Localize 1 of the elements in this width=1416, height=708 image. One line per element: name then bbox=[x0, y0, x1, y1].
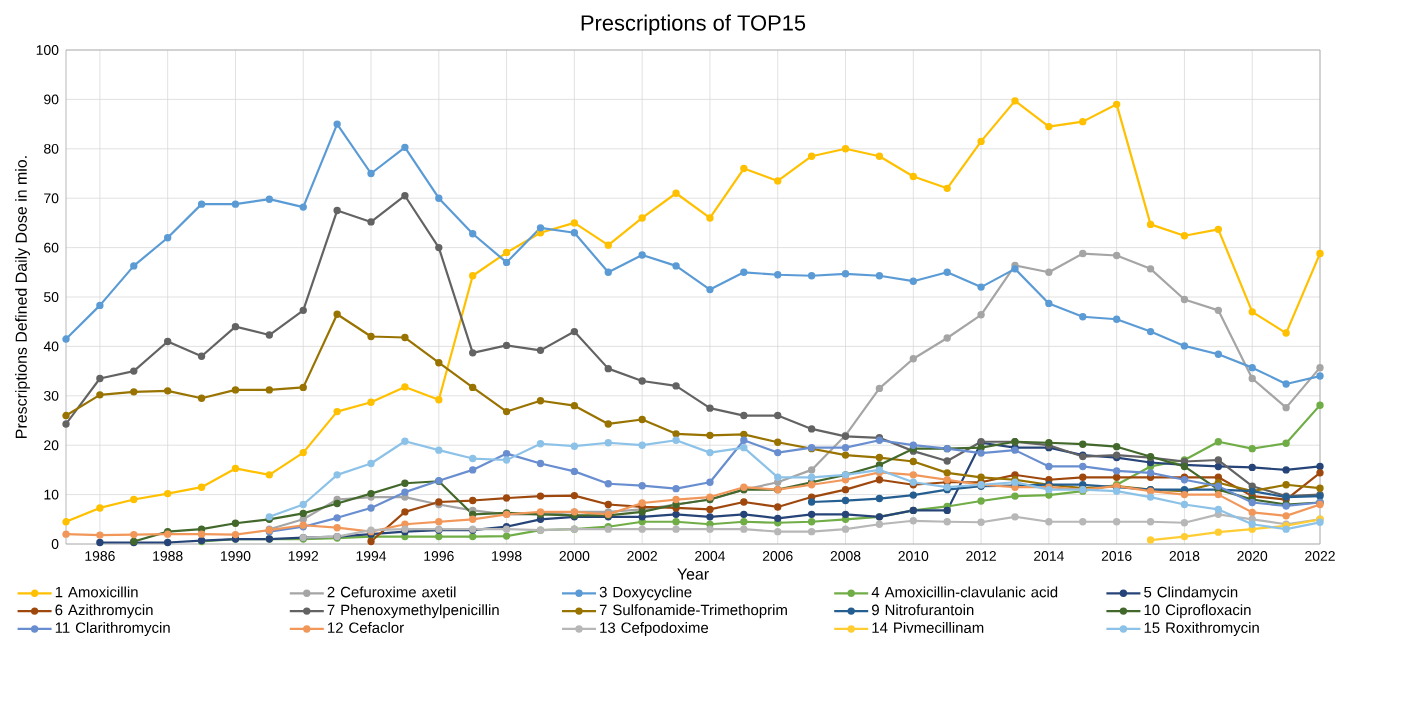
chart-title: Prescriptions of TOP15 bbox=[581, 14, 806, 35]
